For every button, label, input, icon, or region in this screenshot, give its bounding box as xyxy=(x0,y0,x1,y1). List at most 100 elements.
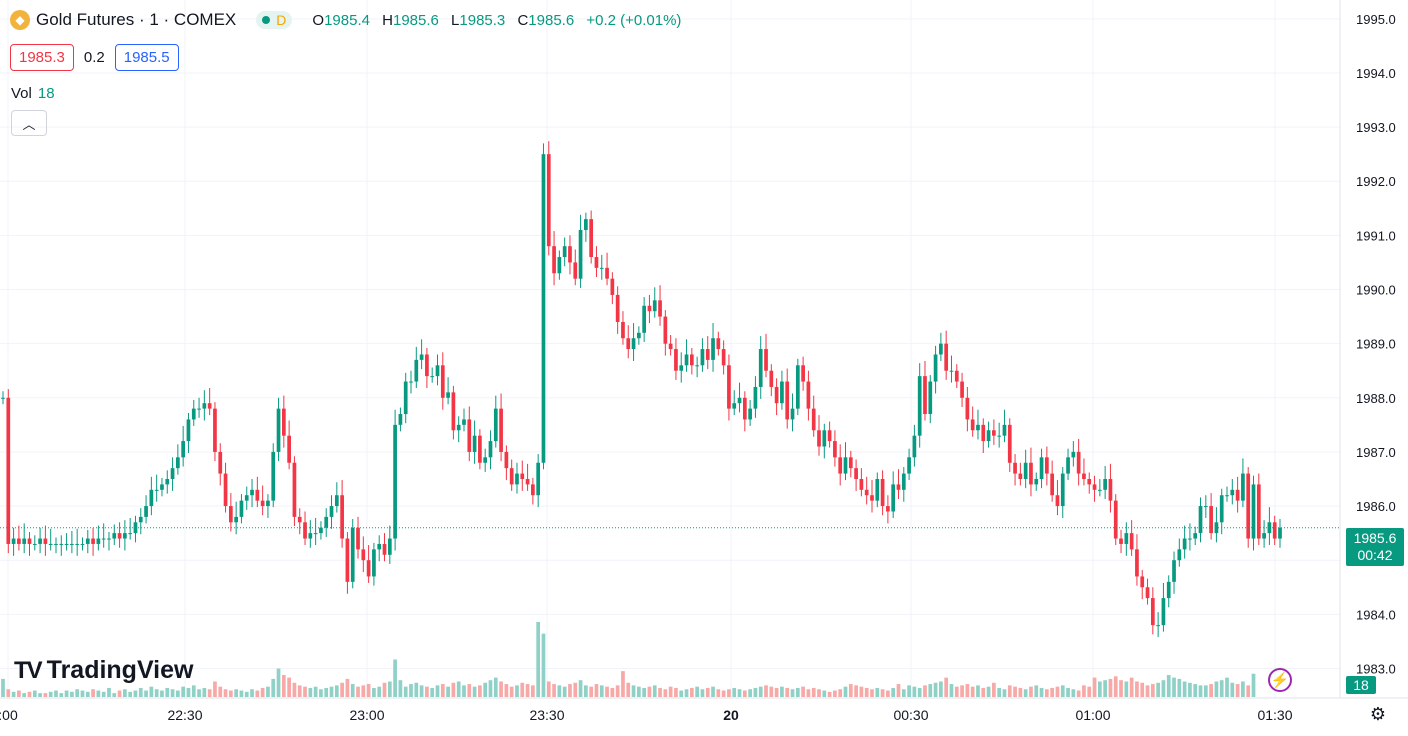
volume-bar xyxy=(154,689,159,697)
close-value: 1985.6 xyxy=(528,11,575,29)
volume-bar xyxy=(472,686,477,697)
volume-bar xyxy=(467,684,472,697)
y-tick-label: 1990.0 xyxy=(1356,283,1396,298)
volume-bar xyxy=(435,685,440,697)
volume-bar xyxy=(599,685,604,697)
volume-bar xyxy=(64,690,69,697)
candle-body xyxy=(769,370,774,387)
candle-body xyxy=(22,538,27,544)
candle-body xyxy=(1177,549,1182,561)
candle-body xyxy=(732,403,737,409)
candle-body xyxy=(244,495,249,501)
volume-bar xyxy=(186,687,191,697)
lightning-icon[interactable]: ⚡ xyxy=(1268,668,1292,692)
volume-bar xyxy=(17,690,21,697)
candle-body xyxy=(366,560,371,577)
volume-bar xyxy=(944,677,949,697)
candle-body xyxy=(1097,489,1102,491)
volume-bar xyxy=(1002,689,1007,697)
gear-icon[interactable]: ⚙ xyxy=(1369,703,1387,724)
candle-body xyxy=(1262,533,1266,539)
volume-bar xyxy=(478,685,482,697)
candle-body xyxy=(1018,473,1023,479)
volume-bar xyxy=(886,690,890,697)
candle-body xyxy=(727,365,731,409)
volume-bar xyxy=(949,684,954,697)
candle-body xyxy=(610,278,615,295)
volume-bar xyxy=(223,689,228,697)
candle-body xyxy=(684,354,689,366)
volume-bar xyxy=(1161,680,1166,697)
candle-body xyxy=(1,397,5,399)
volume-bar xyxy=(928,684,933,697)
volume-bar xyxy=(727,689,731,697)
candle-body xyxy=(923,376,927,415)
candle-body xyxy=(870,495,874,501)
candle-body xyxy=(843,457,848,474)
candle-body xyxy=(287,435,291,463)
candle-body xyxy=(260,500,265,507)
volume-bar xyxy=(483,682,488,697)
volume-bar xyxy=(80,690,85,697)
volume-bar xyxy=(123,689,127,697)
volume-bar xyxy=(531,685,535,697)
volume-bar xyxy=(138,687,143,697)
volume-bar xyxy=(165,687,170,697)
volume-bar xyxy=(833,690,837,697)
bid-button[interactable]: 1985.3 xyxy=(10,44,74,71)
candle-body xyxy=(880,478,885,507)
volume-bar xyxy=(1135,681,1139,697)
symbol-title[interactable]: Gold Futures · 1 · COMEX xyxy=(36,10,237,29)
candle-body xyxy=(451,392,456,431)
volume-bar xyxy=(1045,689,1049,697)
volume-bar xyxy=(960,685,964,697)
volume-bar xyxy=(780,686,784,697)
volume-bar xyxy=(880,689,885,697)
candle-body xyxy=(875,478,880,501)
volume-bar xyxy=(287,677,291,697)
volume-bar xyxy=(1071,689,1076,697)
candle-body xyxy=(541,154,546,463)
volume-bar xyxy=(244,691,249,697)
volume-bars xyxy=(1,622,1256,697)
candle-body xyxy=(960,381,964,398)
market-status[interactable]: D xyxy=(256,11,293,29)
volume-bar xyxy=(297,685,302,697)
volume-bar xyxy=(896,684,901,697)
y-tick-label: 1988.0 xyxy=(1356,391,1396,406)
candle-body xyxy=(59,543,64,545)
candle-body xyxy=(202,403,207,409)
candle-body xyxy=(387,538,392,555)
candle-body xyxy=(218,451,223,474)
collapse-legend-button[interactable]: ︿ xyxy=(11,110,47,136)
candle-body xyxy=(827,430,832,442)
volume-bar xyxy=(605,686,609,697)
candle-body xyxy=(372,549,376,577)
volume-bar xyxy=(541,633,546,697)
status-dot-icon xyxy=(262,16,271,24)
volume-bar xyxy=(234,689,238,697)
volume-bar xyxy=(801,686,805,697)
candle-body xyxy=(594,257,599,268)
volume-bar xyxy=(917,687,922,697)
volume-bar xyxy=(170,689,175,697)
volume-bar xyxy=(891,687,896,697)
volume-bar xyxy=(1097,681,1102,697)
volume-bar xyxy=(1055,686,1060,697)
volume-bar xyxy=(901,689,906,697)
candle-body xyxy=(1129,533,1134,550)
tv-mark-icon: TV xyxy=(14,656,43,684)
candle-body xyxy=(414,359,419,382)
ask-button[interactable]: 1985.5 xyxy=(114,44,179,71)
volume-bar xyxy=(85,691,90,697)
volume-bar xyxy=(255,690,260,697)
candle-body xyxy=(944,343,949,371)
candle-body xyxy=(170,468,175,479)
candle-body xyxy=(281,408,286,436)
candle-body xyxy=(1156,625,1160,627)
tradingview-logo[interactable]: TV TradingView xyxy=(14,656,193,685)
candle-body xyxy=(1050,473,1055,496)
candle-body xyxy=(75,543,80,545)
candle-body xyxy=(674,349,678,371)
